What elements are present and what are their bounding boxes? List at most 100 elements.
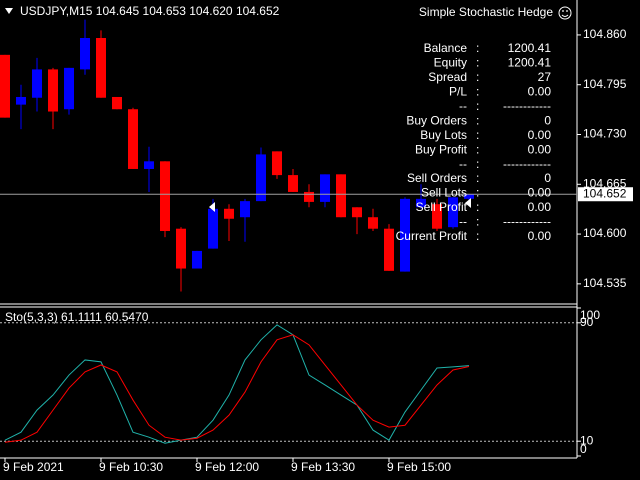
x-tick-label: 9 Feb 13:30: [291, 460, 355, 474]
candle-body: [368, 217, 378, 229]
candle-body: [48, 69, 58, 112]
stochastic-line: [4, 324, 470, 444]
panel-value: 0.00: [528, 186, 552, 200]
candle-body: [224, 208, 234, 219]
panel-separator: :: [476, 186, 479, 200]
panel-separator: :: [476, 113, 479, 127]
trade-marker: [209, 202, 215, 212]
panel-value: 1200.41: [508, 56, 552, 70]
panel-value: 0: [544, 113, 551, 127]
panel-separator: :: [476, 99, 479, 113]
candle-body: [320, 174, 330, 202]
candle-body: [448, 197, 458, 228]
y-tick-label: 90: [580, 315, 594, 329]
current-price-label: 104.652: [583, 186, 627, 200]
y-tick-label: 104.730: [583, 127, 627, 141]
panel-value: 0.00: [528, 128, 552, 142]
panel-value: 0.00: [528, 229, 552, 243]
candle-body: [432, 204, 442, 229]
y-tick-label: 104.600: [583, 226, 627, 240]
panel-label: Buy Profit: [415, 142, 468, 156]
smiley-icon: [558, 6, 572, 20]
candle-body: [416, 198, 426, 208]
panel-label: --: [459, 99, 467, 113]
panel-label: Spread: [428, 70, 467, 84]
panel-label: Buy Lots: [420, 128, 467, 142]
candle-body: [240, 201, 250, 218]
panel-separator: :: [476, 157, 479, 171]
candle-body: [464, 194, 474, 199]
candle-body: [304, 191, 314, 202]
candle-body: [160, 161, 170, 232]
panel-label: Sell Orders: [407, 171, 467, 185]
smiley-eye: [566, 10, 568, 12]
candle-body: [112, 96, 122, 110]
panel-value: 1200.41: [508, 41, 552, 55]
panel-label: Buy Orders: [406, 113, 467, 127]
panel-value: 0.00: [528, 142, 552, 156]
panel-separator: :: [476, 215, 479, 229]
current-price-box: [578, 187, 633, 202]
panel-value: 0.00: [528, 85, 552, 99]
panel-label: P/L: [449, 85, 467, 99]
panel-value: ------------: [503, 157, 551, 171]
candle-body: [192, 250, 202, 269]
panel-value: ------------: [503, 215, 551, 229]
y-tick-label: 100: [580, 308, 600, 322]
panel-label: Equity: [434, 56, 467, 70]
panel-separator: :: [476, 229, 479, 243]
candle-body: [384, 228, 394, 271]
x-tick-label: 9 Feb 15:00: [387, 460, 451, 474]
smiley-mouth: [561, 14, 569, 17]
candle-body: [80, 37, 90, 70]
y-tick-label: 10: [580, 433, 594, 447]
y-tick-label: 104.665: [583, 176, 627, 190]
panel-label: --: [459, 215, 467, 229]
panel-label: --: [459, 157, 467, 171]
panel-separator: :: [476, 171, 479, 185]
x-tick-label: 9 Feb 2021: [3, 460, 64, 474]
candle-body: [176, 228, 186, 269]
panel-separator: :: [476, 128, 479, 142]
chart-title: USDJPY,M15 104.645 104.653 104.620 104.6…: [20, 4, 280, 18]
panel-separator: :: [476, 56, 479, 70]
y-tick-label: 104.795: [583, 77, 627, 91]
candle-body: [144, 161, 154, 169]
stochastic-line: [4, 334, 470, 443]
candle-body: [208, 208, 218, 249]
indicator-title: Sto(5,3,3) 61.1111 60.5470: [5, 310, 149, 324]
panel-value: ------------: [503, 99, 551, 113]
y-tick-label: 104.860: [583, 27, 627, 41]
panel-separator: :: [476, 85, 479, 99]
panel-label: Sell Profit: [416, 200, 468, 214]
x-tick-label: 9 Feb 10:30: [99, 460, 163, 474]
panel-value: 27: [538, 70, 552, 84]
candle-body: [288, 175, 298, 192]
candle-body: [32, 69, 42, 98]
y-tick-label: 0: [580, 442, 587, 456]
smiley-eye: [562, 10, 564, 12]
panel-separator: :: [476, 70, 479, 84]
candle-body: [64, 67, 74, 110]
candle-body: [96, 37, 106, 98]
candle-body: [400, 198, 410, 272]
panel-separator: :: [476, 142, 479, 156]
candle-body: [256, 154, 266, 202]
ea-name: Simple Stochastic Hedge: [419, 5, 553, 19]
x-tick-label: 9 Feb 12:00: [195, 460, 259, 474]
panel-separator: :: [476, 41, 479, 55]
panel-separator: :: [476, 200, 479, 214]
panel-value: 0.00: [528, 200, 552, 214]
panel-label: Sell Lots: [421, 186, 467, 200]
candle-body: [128, 109, 138, 169]
y-tick-label: 104.535: [583, 276, 627, 290]
panel-label: Current Profit: [396, 229, 468, 243]
candle-body: [0, 54, 10, 118]
candle-body: [16, 96, 26, 105]
panel-value: 0: [544, 171, 551, 185]
candle-body: [272, 151, 282, 176]
menu-arrow[interactable]: [5, 8, 13, 14]
candle-body: [352, 207, 362, 218]
panel-label: Balance: [424, 41, 468, 55]
